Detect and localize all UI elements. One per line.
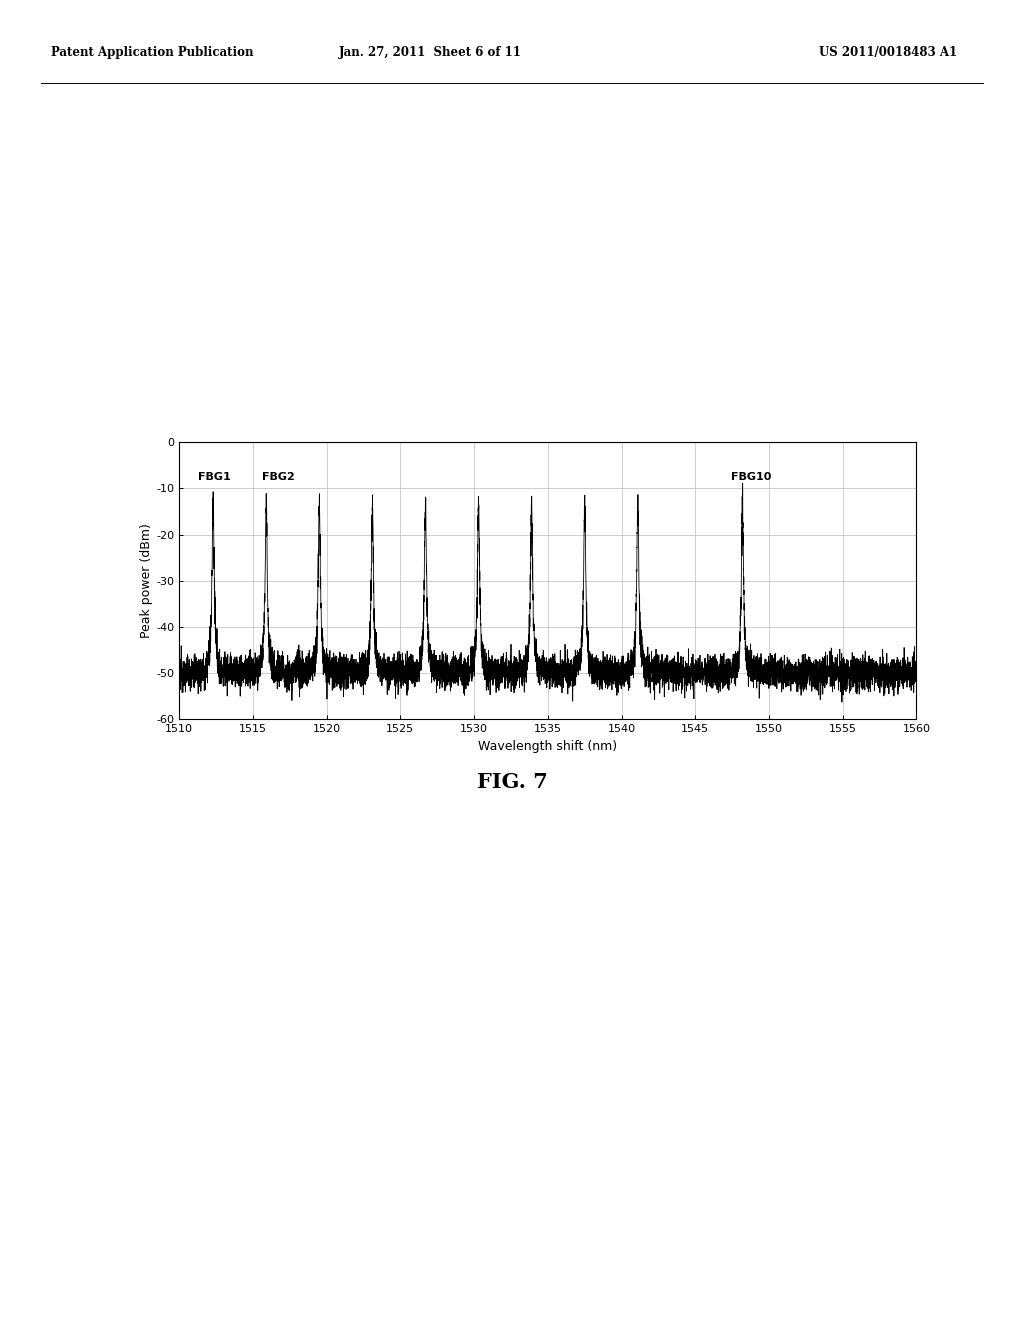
Text: Patent Application Publication: Patent Application Publication — [51, 46, 254, 59]
Text: US 2011/0018483 A1: US 2011/0018483 A1 — [819, 46, 957, 59]
Y-axis label: Peak power (dBm): Peak power (dBm) — [140, 523, 154, 639]
Text: FBG1: FBG1 — [199, 471, 231, 482]
Text: FIG. 7: FIG. 7 — [476, 772, 548, 792]
Text: Jan. 27, 2011  Sheet 6 of 11: Jan. 27, 2011 Sheet 6 of 11 — [339, 46, 521, 59]
Text: FBG2: FBG2 — [262, 471, 295, 482]
Text: FBG10: FBG10 — [731, 471, 771, 482]
X-axis label: Wavelength shift (nm): Wavelength shift (nm) — [478, 739, 617, 752]
